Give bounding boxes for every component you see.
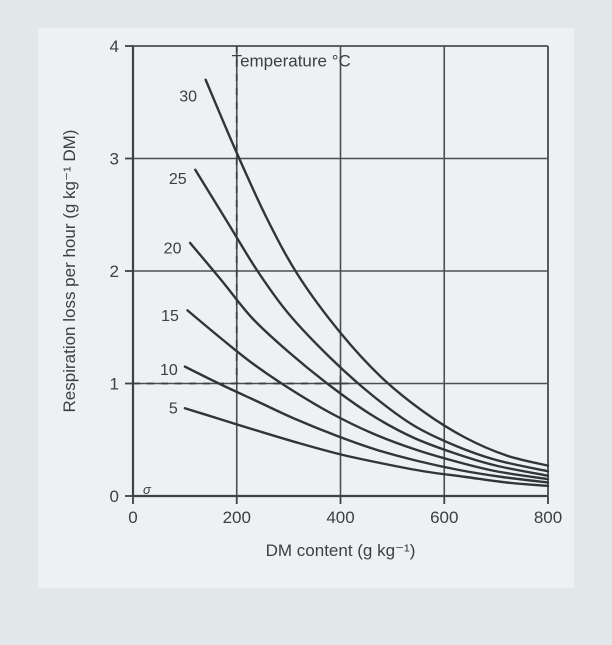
y-tick-label: 1 bbox=[110, 375, 119, 394]
y-tick-label: 2 bbox=[110, 262, 119, 281]
y-tick-label: 3 bbox=[110, 150, 119, 169]
x-axis-label: DM content (g kg⁻¹) bbox=[266, 541, 416, 560]
x-tick-label: 600 bbox=[430, 508, 458, 527]
respiration-chart: 30 25 20 15 10 5 Temperature °C 0 200 400 600 800 0 1… bbox=[38, 28, 574, 588]
series-label-30: 30 bbox=[179, 89, 197, 106]
y-tick-label: 4 bbox=[110, 37, 119, 56]
page: { "chart": { "type": "line", "background… bbox=[0, 0, 612, 645]
series-label-20: 20 bbox=[164, 241, 182, 258]
series-label-5: 5 bbox=[169, 400, 178, 417]
series-label-15: 15 bbox=[161, 308, 179, 325]
origin-marker: σ bbox=[143, 482, 152, 497]
y-axis-label: Respiration loss per hour (g kg⁻¹ DM) bbox=[60, 130, 79, 413]
series-label-10: 10 bbox=[160, 362, 178, 379]
series-label-25: 25 bbox=[169, 171, 187, 188]
temperature-label: Temperature °C bbox=[232, 51, 351, 70]
x-tick-label: 0 bbox=[128, 508, 137, 527]
chart-container: 30 25 20 15 10 5 Temperature °C 0 200 400 600 800 0 1… bbox=[38, 28, 574, 588]
x-tick-label: 200 bbox=[223, 508, 251, 527]
y-tick-label: 0 bbox=[110, 487, 119, 506]
x-tick-label: 400 bbox=[326, 508, 354, 527]
x-tick-label: 800 bbox=[534, 508, 562, 527]
